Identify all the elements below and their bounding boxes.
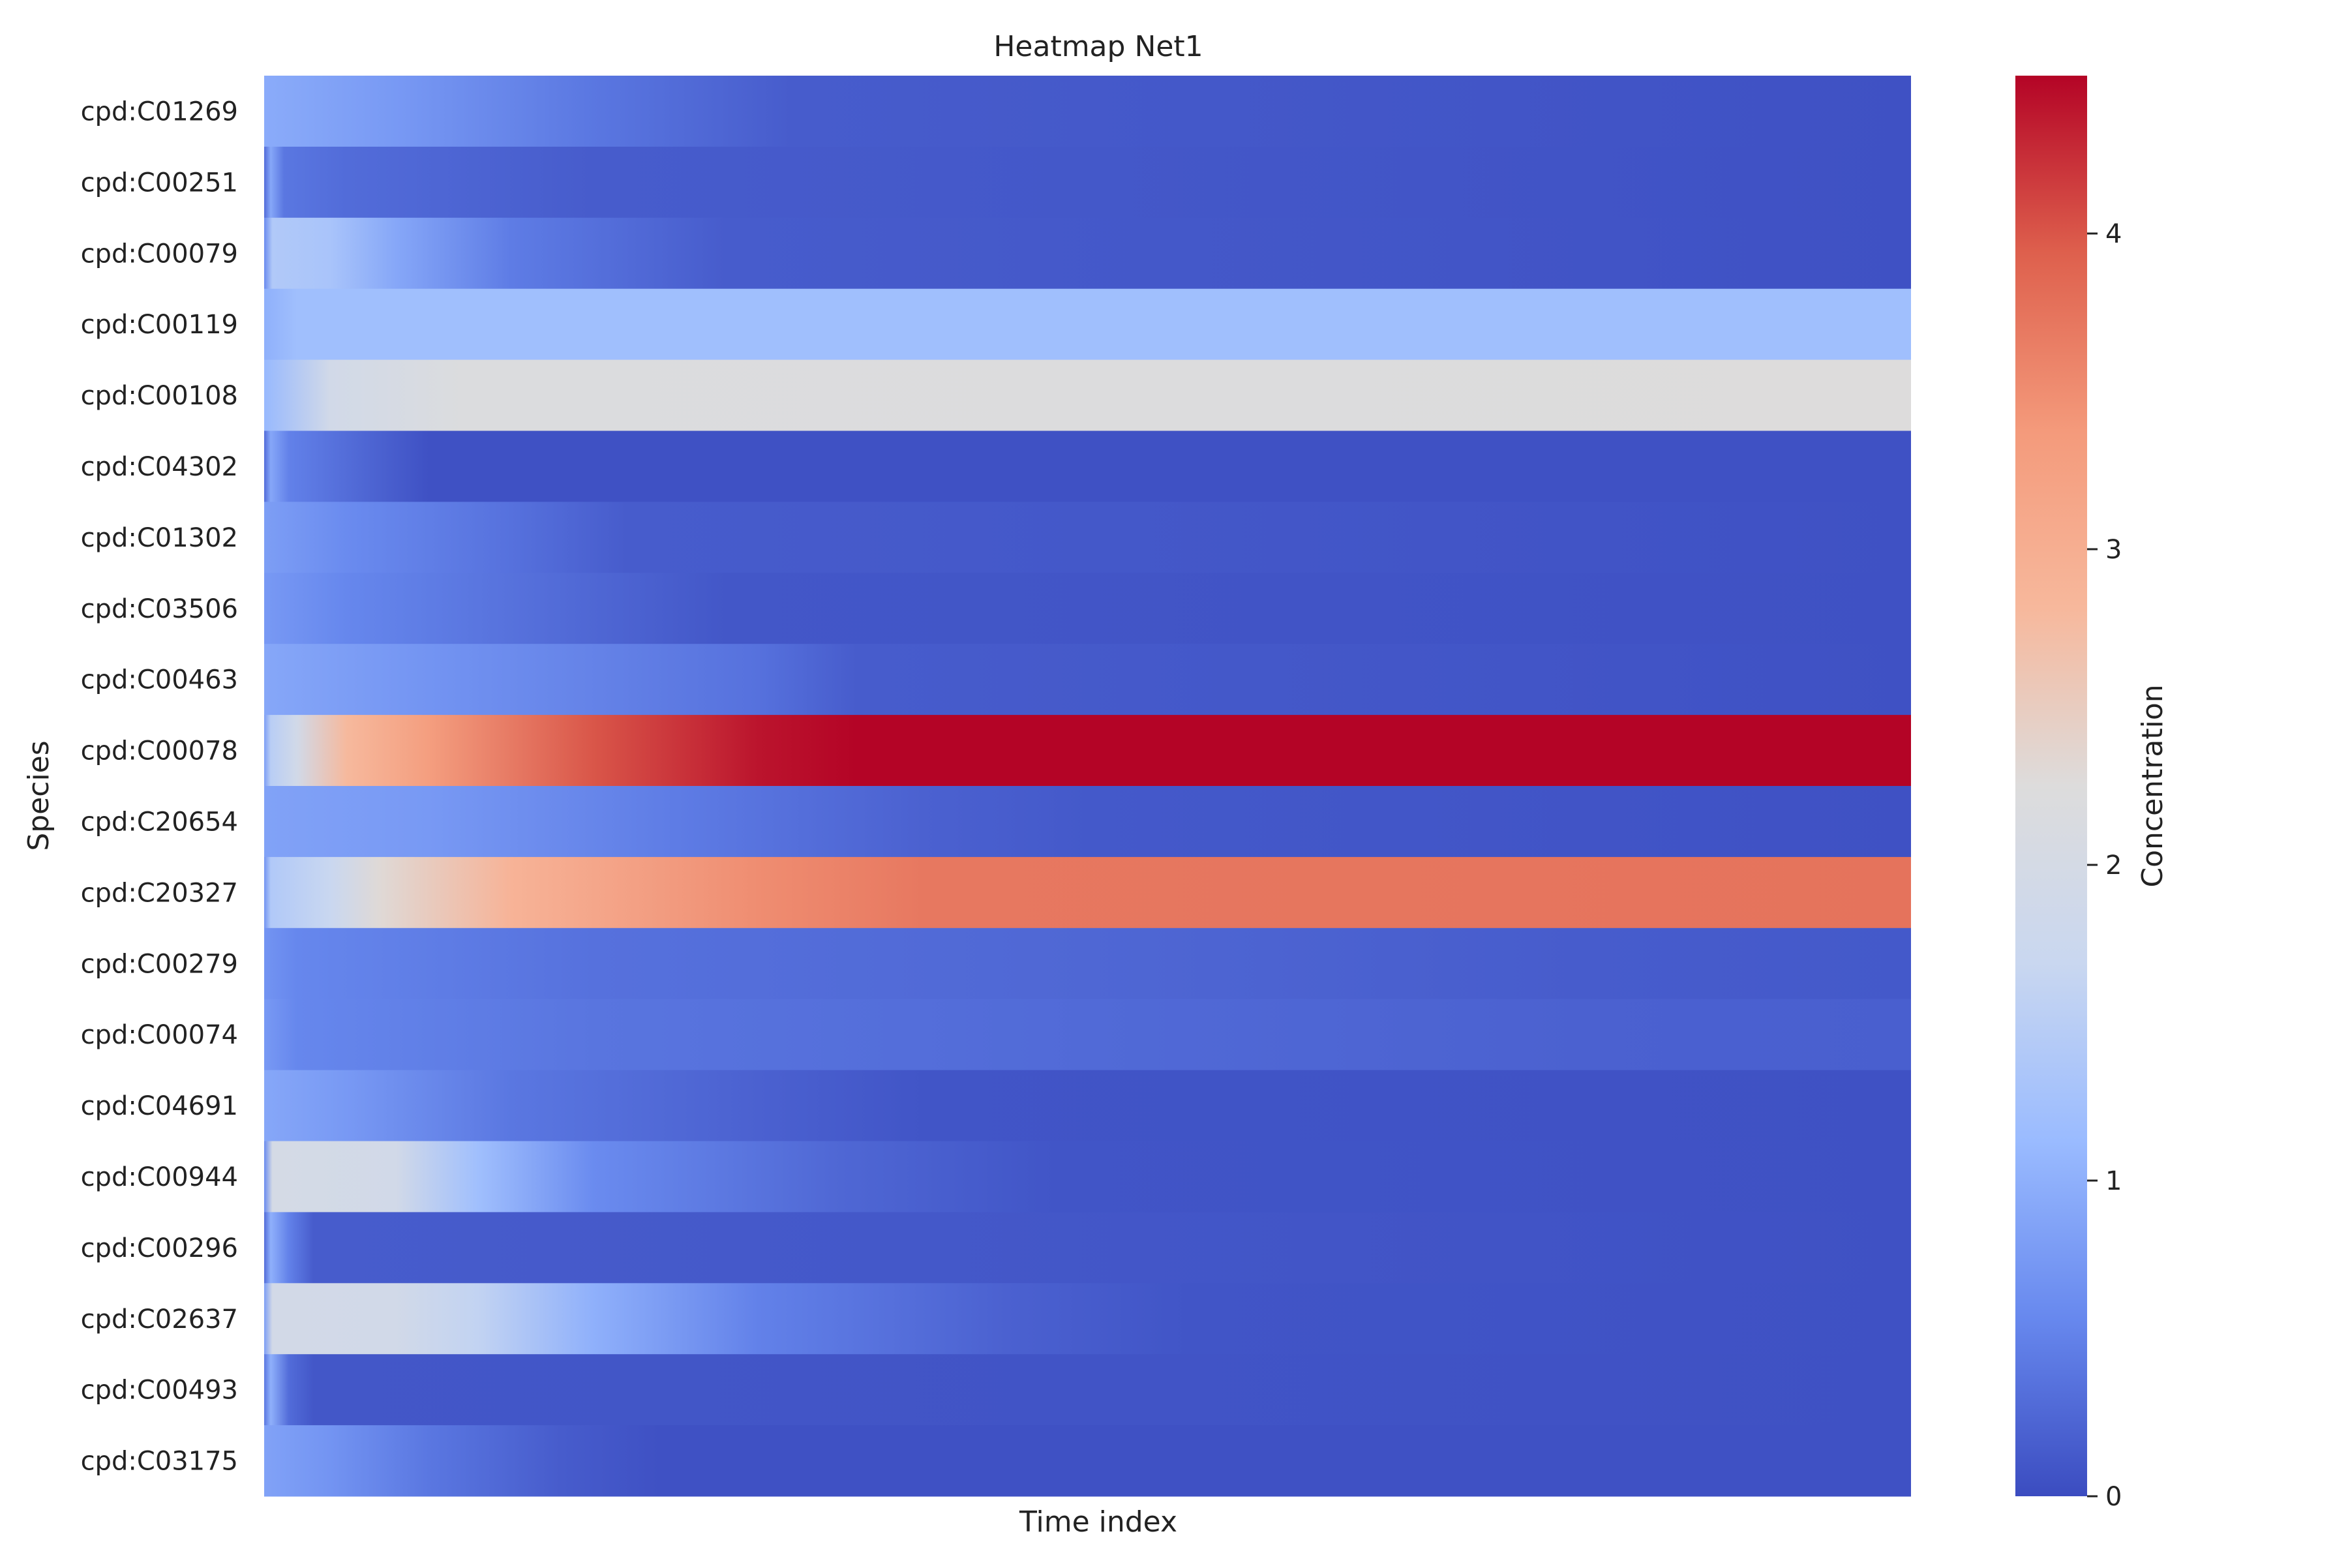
y-tick-label: cpd:C03506: [81, 594, 238, 624]
heatmap-row: [264, 502, 1911, 573]
heatmap-row: [264, 856, 1911, 929]
colorbar-tick-label: 2: [2105, 851, 2122, 881]
y-axis-label: Species: [22, 740, 55, 851]
y-tick-labels: cpd:C01269 cpd:C00251 cpd:C00079 cpd:C00119…: [81, 97, 238, 1476]
chart-title: Heatmap Net1: [993, 30, 1203, 63]
heatmap-row: [264, 927, 1911, 1000]
heatmap-row: [264, 1141, 1911, 1213]
y-tick-label: cpd:C00944: [81, 1162, 238, 1192]
y-tick-label: cpd:C04302: [81, 452, 238, 482]
heatmap-row: [264, 1354, 1911, 1426]
y-tick-label: cpd:C00074: [81, 1020, 238, 1050]
colorbar-tick-label: 4: [2105, 219, 2122, 249]
y-tick-label: cpd:C00463: [81, 665, 238, 695]
y-tick-label: cpd:C00493: [81, 1376, 238, 1406]
colorbar: [2015, 76, 2087, 1496]
y-tick-label: cpd:C04691: [81, 1091, 238, 1121]
heatmap-row: [264, 1070, 1911, 1141]
colorbar-tick-label: 3: [2105, 535, 2122, 565]
heatmap-row: [264, 1212, 1911, 1284]
heatmap-row: [264, 217, 1911, 290]
heatmap-row: [264, 76, 1911, 147]
y-tick-label: cpd:C00078: [81, 736, 238, 766]
y-tick-label: cpd:C02637: [81, 1304, 238, 1334]
heatmap-row: [264, 644, 1911, 716]
heatmap-row: [264, 359, 1911, 431]
colorbar-label: Concentration: [2136, 684, 2169, 887]
heatmap-cells: [264, 76, 1911, 1497]
heatmap-row: [264, 573, 1911, 644]
x-axis-label: Time index: [1019, 1505, 1177, 1539]
y-tick-label: cpd:C00251: [81, 168, 238, 198]
y-tick-label: cpd:C00119: [81, 310, 238, 340]
heatmap-row: [264, 1283, 1911, 1355]
y-tick-label: cpd:C01302: [81, 523, 238, 553]
colorbar-tick-label: 0: [2105, 1482, 2122, 1512]
y-tick-label: cpd:C20327: [81, 878, 238, 908]
colorbar-ticks: 0 1 2 3 4: [2087, 219, 2122, 1512]
heatmap-row: [264, 288, 1911, 361]
y-tick-label: cpd:C20654: [81, 807, 238, 837]
y-tick-label: cpd:C03175: [81, 1447, 238, 1477]
heatmap-row: [264, 146, 1911, 219]
heatmap-row: [264, 715, 1911, 787]
y-tick-label: cpd:C00296: [81, 1233, 238, 1263]
y-tick-label: cpd:C01269: [81, 97, 238, 127]
colorbar-tick-label: 1: [2105, 1166, 2122, 1196]
heatmap-row: [264, 1425, 1911, 1497]
y-tick-label: cpd:C00079: [81, 239, 238, 269]
heatmap-row: [264, 786, 1911, 858]
heatmap-row: [264, 430, 1911, 502]
y-tick-label: cpd:C00108: [81, 381, 238, 411]
heatmap-row: [264, 999, 1911, 1071]
y-tick-label: cpd:C00279: [81, 949, 238, 979]
